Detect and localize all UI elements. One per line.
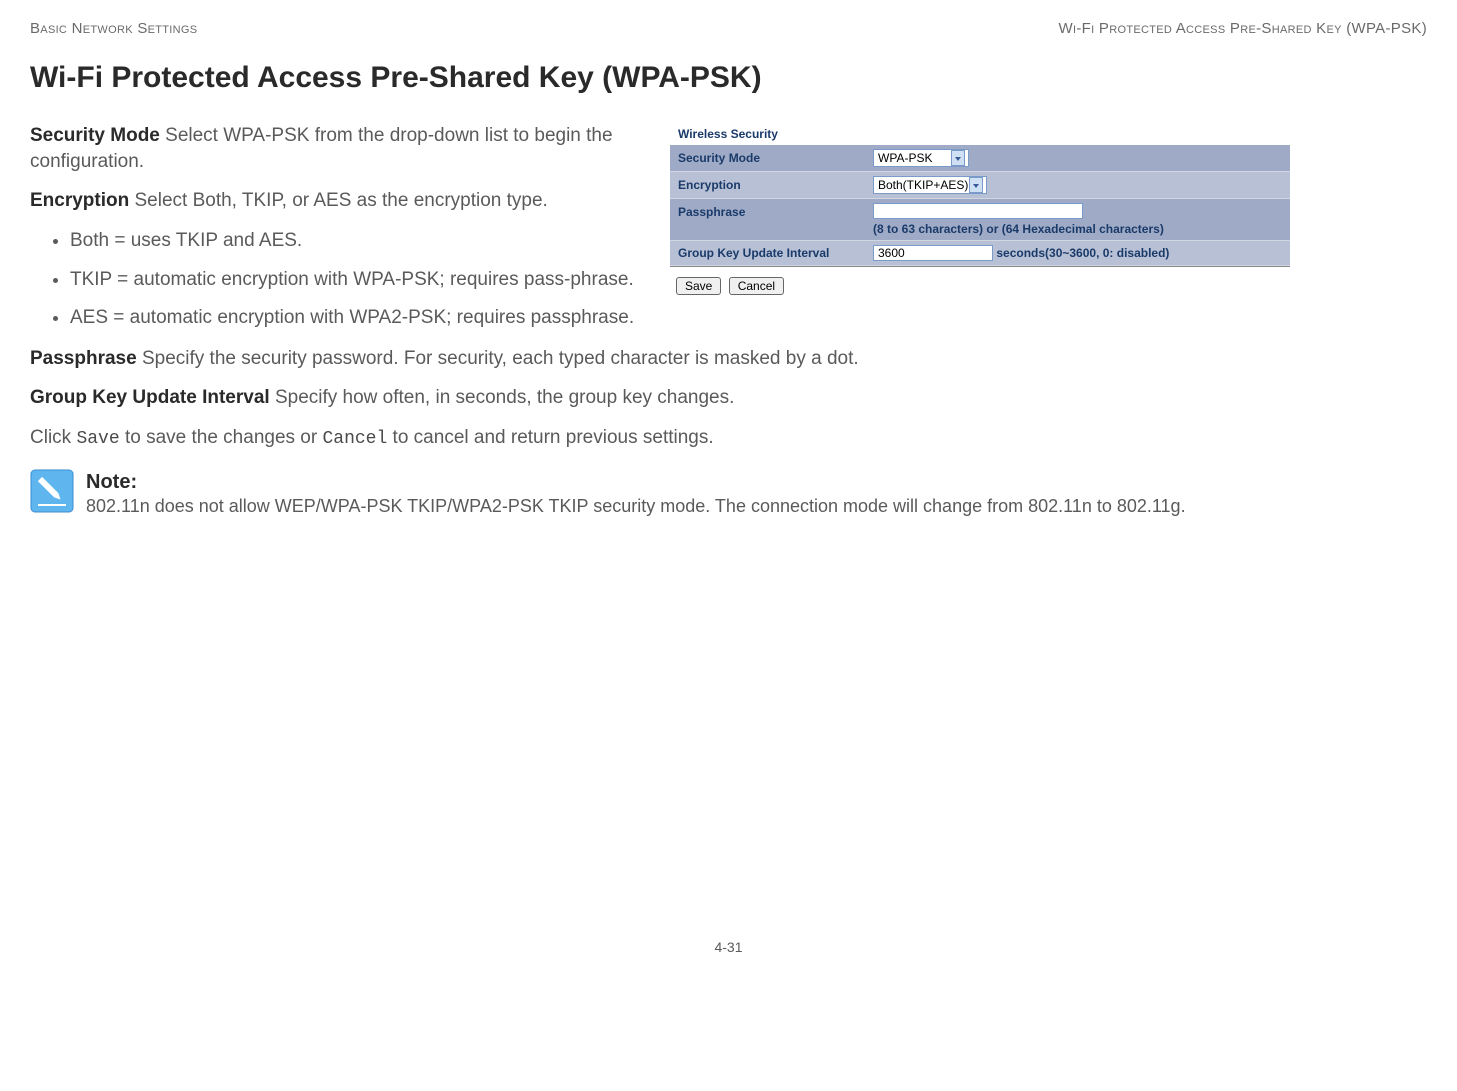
save-cancel-suffix: to cancel and return previous settings. [387,427,713,448]
security-mode-term: Security Mode [30,125,160,146]
bullet-tkip: TKIP = automatic encryption with WPA-PSK… [70,267,640,294]
save-cancel-mid: to save the changes or [120,427,323,448]
header-right: Wi-Fi Protected Access Pre-Shared Key (W… [1059,20,1427,37]
encryption-paragraph: Encryption Select Both, TKIP, or AES as … [30,188,640,214]
bullet-aes: AES = automatic encryption with WPA2-PSK… [70,305,640,332]
page-number: 4-31 [30,939,1427,955]
save-cancel-paragraph: Click Save to save the changes or Cancel… [30,425,1427,451]
security-mode-paragraph: Security Mode Select WPA-PSK from the dr… [30,123,640,174]
wireless-security-figure: Wireless Security Security Mode WPA-PSK … [670,123,1290,299]
figure-passphrase-label: Passphrase [670,199,865,241]
figure-save-button[interactable]: Save [676,277,721,295]
figure-security-mode-select[interactable]: WPA-PSK [873,149,969,167]
encryption-term: Encryption [30,190,129,211]
header-left: Basic Network Settings [30,20,197,37]
page-title: Wi-Fi Protected Access Pre-Shared Key (W… [30,61,1427,95]
encryption-text: Select Both, TKIP, or AES as the encrypt… [129,190,548,211]
groupkey-text: Specify how often, in seconds, the group… [270,387,735,408]
figure-passphrase-input[interactable] [873,203,1083,219]
passphrase-text: Specify the security password. For secur… [137,348,859,369]
figure-security-mode-label: Security Mode [670,145,865,172]
figure-cancel-button[interactable]: Cancel [729,277,784,295]
cancel-literal: Cancel [322,429,387,449]
figure-panel-title: Wireless Security [670,123,1290,145]
save-cancel-prefix: Click [30,427,76,448]
figure-groupkey-label: Group Key Update Interval [670,241,865,266]
figure-encryption-select[interactable]: Both(TKIP+AES) [873,176,987,194]
figure-passphrase-hint: (8 to 63 characters) or (64 Hexadecimal … [873,222,1164,236]
save-literal: Save [76,429,119,449]
note-label: Note: [86,469,1186,495]
figure-groupkey-input[interactable]: 3600 [873,245,993,261]
groupkey-paragraph: Group Key Update Interval Specify how of… [30,385,1427,411]
groupkey-term: Group Key Update Interval [30,387,270,408]
figure-encryption-label: Encryption [670,172,865,199]
note-body: 802.11n does not allow WEP/WPA-PSK TKIP/… [86,496,1186,516]
bullet-both: Both = uses TKIP and AES. [70,228,640,255]
figure-groupkey-hint: seconds(30~3600, 0: disabled) [996,246,1169,260]
note-icon [30,469,74,513]
passphrase-term: Passphrase [30,348,137,369]
encryption-bullets: Both = uses TKIP and AES. TKIP = automat… [30,228,640,332]
passphrase-paragraph: Passphrase Specify the security password… [30,346,1427,372]
